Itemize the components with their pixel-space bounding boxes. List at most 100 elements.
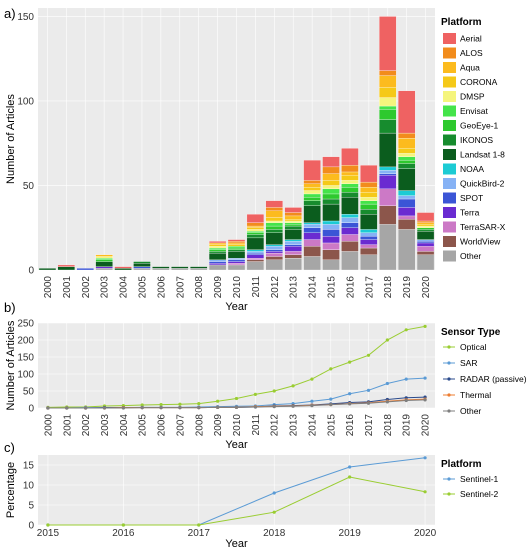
bar-segment-dmsp xyxy=(284,220,302,223)
bar-segment-envisat xyxy=(284,222,302,225)
bar-segment-spot xyxy=(133,266,151,269)
x-tick-label: 2018 xyxy=(263,528,286,539)
bar-segment-geoeye-1 xyxy=(322,193,340,200)
bar-segment-landsat-1-8 xyxy=(246,237,265,250)
y-axis-title: Percentage xyxy=(5,462,17,518)
bar-segment-alos xyxy=(397,132,416,139)
bar-segment-envisat xyxy=(208,247,227,250)
bar-segment-landsat-1-8 xyxy=(303,205,321,223)
bar-segment-aqua xyxy=(397,138,416,149)
point-other xyxy=(46,406,50,410)
bar-segment-quickbird-2 xyxy=(416,239,435,242)
panel-a: 0 50 100 150 2000 2001 2002 2003 2004 2005 2006 200… xyxy=(4,6,506,313)
point-optical xyxy=(253,392,257,396)
legend-label: Aqua xyxy=(460,63,480,73)
bar-segment-other xyxy=(95,268,113,271)
bar-segment-terrasar-x xyxy=(416,246,435,252)
bar-segment-landsat-1-8 xyxy=(416,230,435,240)
bar-segment-alos xyxy=(360,181,378,188)
bar-segment-other xyxy=(416,254,435,271)
bar-segment-other xyxy=(152,268,170,271)
legend-label: CORONA xyxy=(460,77,498,87)
bar-segment-terrasar-x xyxy=(303,239,321,247)
legend-label: Envisat xyxy=(460,106,489,116)
x-tick-label: 2005 xyxy=(138,414,149,437)
bar-segment-geoeye-1 xyxy=(303,197,321,201)
panel-letter: b) xyxy=(4,300,16,315)
x-tick-label: 2000 xyxy=(43,276,54,299)
bar-segment-aqua xyxy=(303,183,321,188)
bar-segment-terra xyxy=(265,251,283,254)
legend-swatch xyxy=(443,134,456,146)
x-tick-label: 2017 xyxy=(188,528,211,539)
bar-segment-aqua xyxy=(227,242,246,245)
point-sentinel-2 xyxy=(121,523,125,527)
bar-segment-spot xyxy=(208,261,227,264)
x-tick-label: 2020 xyxy=(414,528,437,539)
bar-segment-aqua xyxy=(341,171,359,176)
bar-segment-landsat-1-8 xyxy=(171,266,189,269)
bar-segment-ikonos xyxy=(341,192,359,198)
bar-segment-landsat-1-8 xyxy=(265,232,283,245)
bar-segment-ikonos xyxy=(265,229,283,233)
point-sar xyxy=(329,397,333,401)
bar-segment-landsat-1-8 xyxy=(190,266,208,269)
point-other xyxy=(310,404,314,408)
legend: Platform Sentinel-1 Sentinel-2 xyxy=(441,459,499,499)
bar-segment-corona xyxy=(284,219,302,222)
x-tick-label: 2005 xyxy=(137,276,148,299)
bar-segment-ikonos xyxy=(227,249,246,252)
bar-segment-geoeye-1 xyxy=(341,187,359,193)
y-axis-title: Number of Articles xyxy=(5,94,17,184)
legend-swatch xyxy=(443,91,456,102)
bar-segment-geoeye-1 xyxy=(360,203,378,210)
y-tick-label: 0 xyxy=(28,521,34,532)
x-tick-label: 2012 xyxy=(270,276,281,299)
bar-segment-other xyxy=(190,268,208,271)
x-tick-label: 2016 xyxy=(112,528,135,539)
bar-segment-ikonos xyxy=(322,198,340,205)
legend-marker xyxy=(447,377,451,381)
point-sentinel-2 xyxy=(197,523,201,527)
x-axis-title: Year xyxy=(225,439,248,451)
bar-segment-geoeye-1 xyxy=(379,109,397,120)
bar-segment-worldview xyxy=(284,254,302,259)
x-tick-label: 2001 xyxy=(62,276,73,299)
bar-segment-alos xyxy=(265,207,283,211)
legend-label: Thermal xyxy=(460,390,491,400)
bar-segment-terra xyxy=(341,227,359,235)
legend-label: Other xyxy=(460,251,481,261)
point-optical xyxy=(310,377,314,381)
bar-segment-corona xyxy=(360,192,378,198)
point-other xyxy=(348,402,352,406)
x-tick-label: 2020 xyxy=(421,414,432,437)
bar-segment-worldview xyxy=(341,241,359,252)
legend-swatch xyxy=(443,236,456,247)
bar-segment-aerial xyxy=(341,148,359,166)
x-tick-label: 2007 xyxy=(175,414,186,437)
bar-segment-noaa xyxy=(246,249,265,252)
bar-segment-spot xyxy=(303,227,321,233)
bar-segment-quickbird-2 xyxy=(379,170,397,174)
x-tick-label: 2010 xyxy=(232,276,243,299)
x-tick-label: 2014 xyxy=(307,414,318,437)
legend-swatch xyxy=(443,207,456,218)
bar-segment-dmsp xyxy=(397,153,416,157)
bar-segment-alos xyxy=(246,222,265,227)
point-optical xyxy=(234,396,239,401)
bar-segment-terra xyxy=(303,232,321,240)
bar-segment-noaa xyxy=(360,229,378,233)
point-sentinel-2 xyxy=(348,475,352,479)
bar-segment-dmsp xyxy=(265,220,283,223)
point-optical xyxy=(366,353,371,357)
x-tick-label: 2016 xyxy=(345,414,356,437)
point-other xyxy=(216,405,220,409)
point-other xyxy=(404,398,408,403)
bar-segment-noaa xyxy=(379,166,397,171)
legend-label: Landsat 1-8 xyxy=(460,150,505,160)
legend-swatch xyxy=(443,178,456,189)
bar-segment-corona xyxy=(397,148,416,154)
x-tick-label: 2013 xyxy=(289,276,300,299)
point-sar xyxy=(404,377,408,381)
